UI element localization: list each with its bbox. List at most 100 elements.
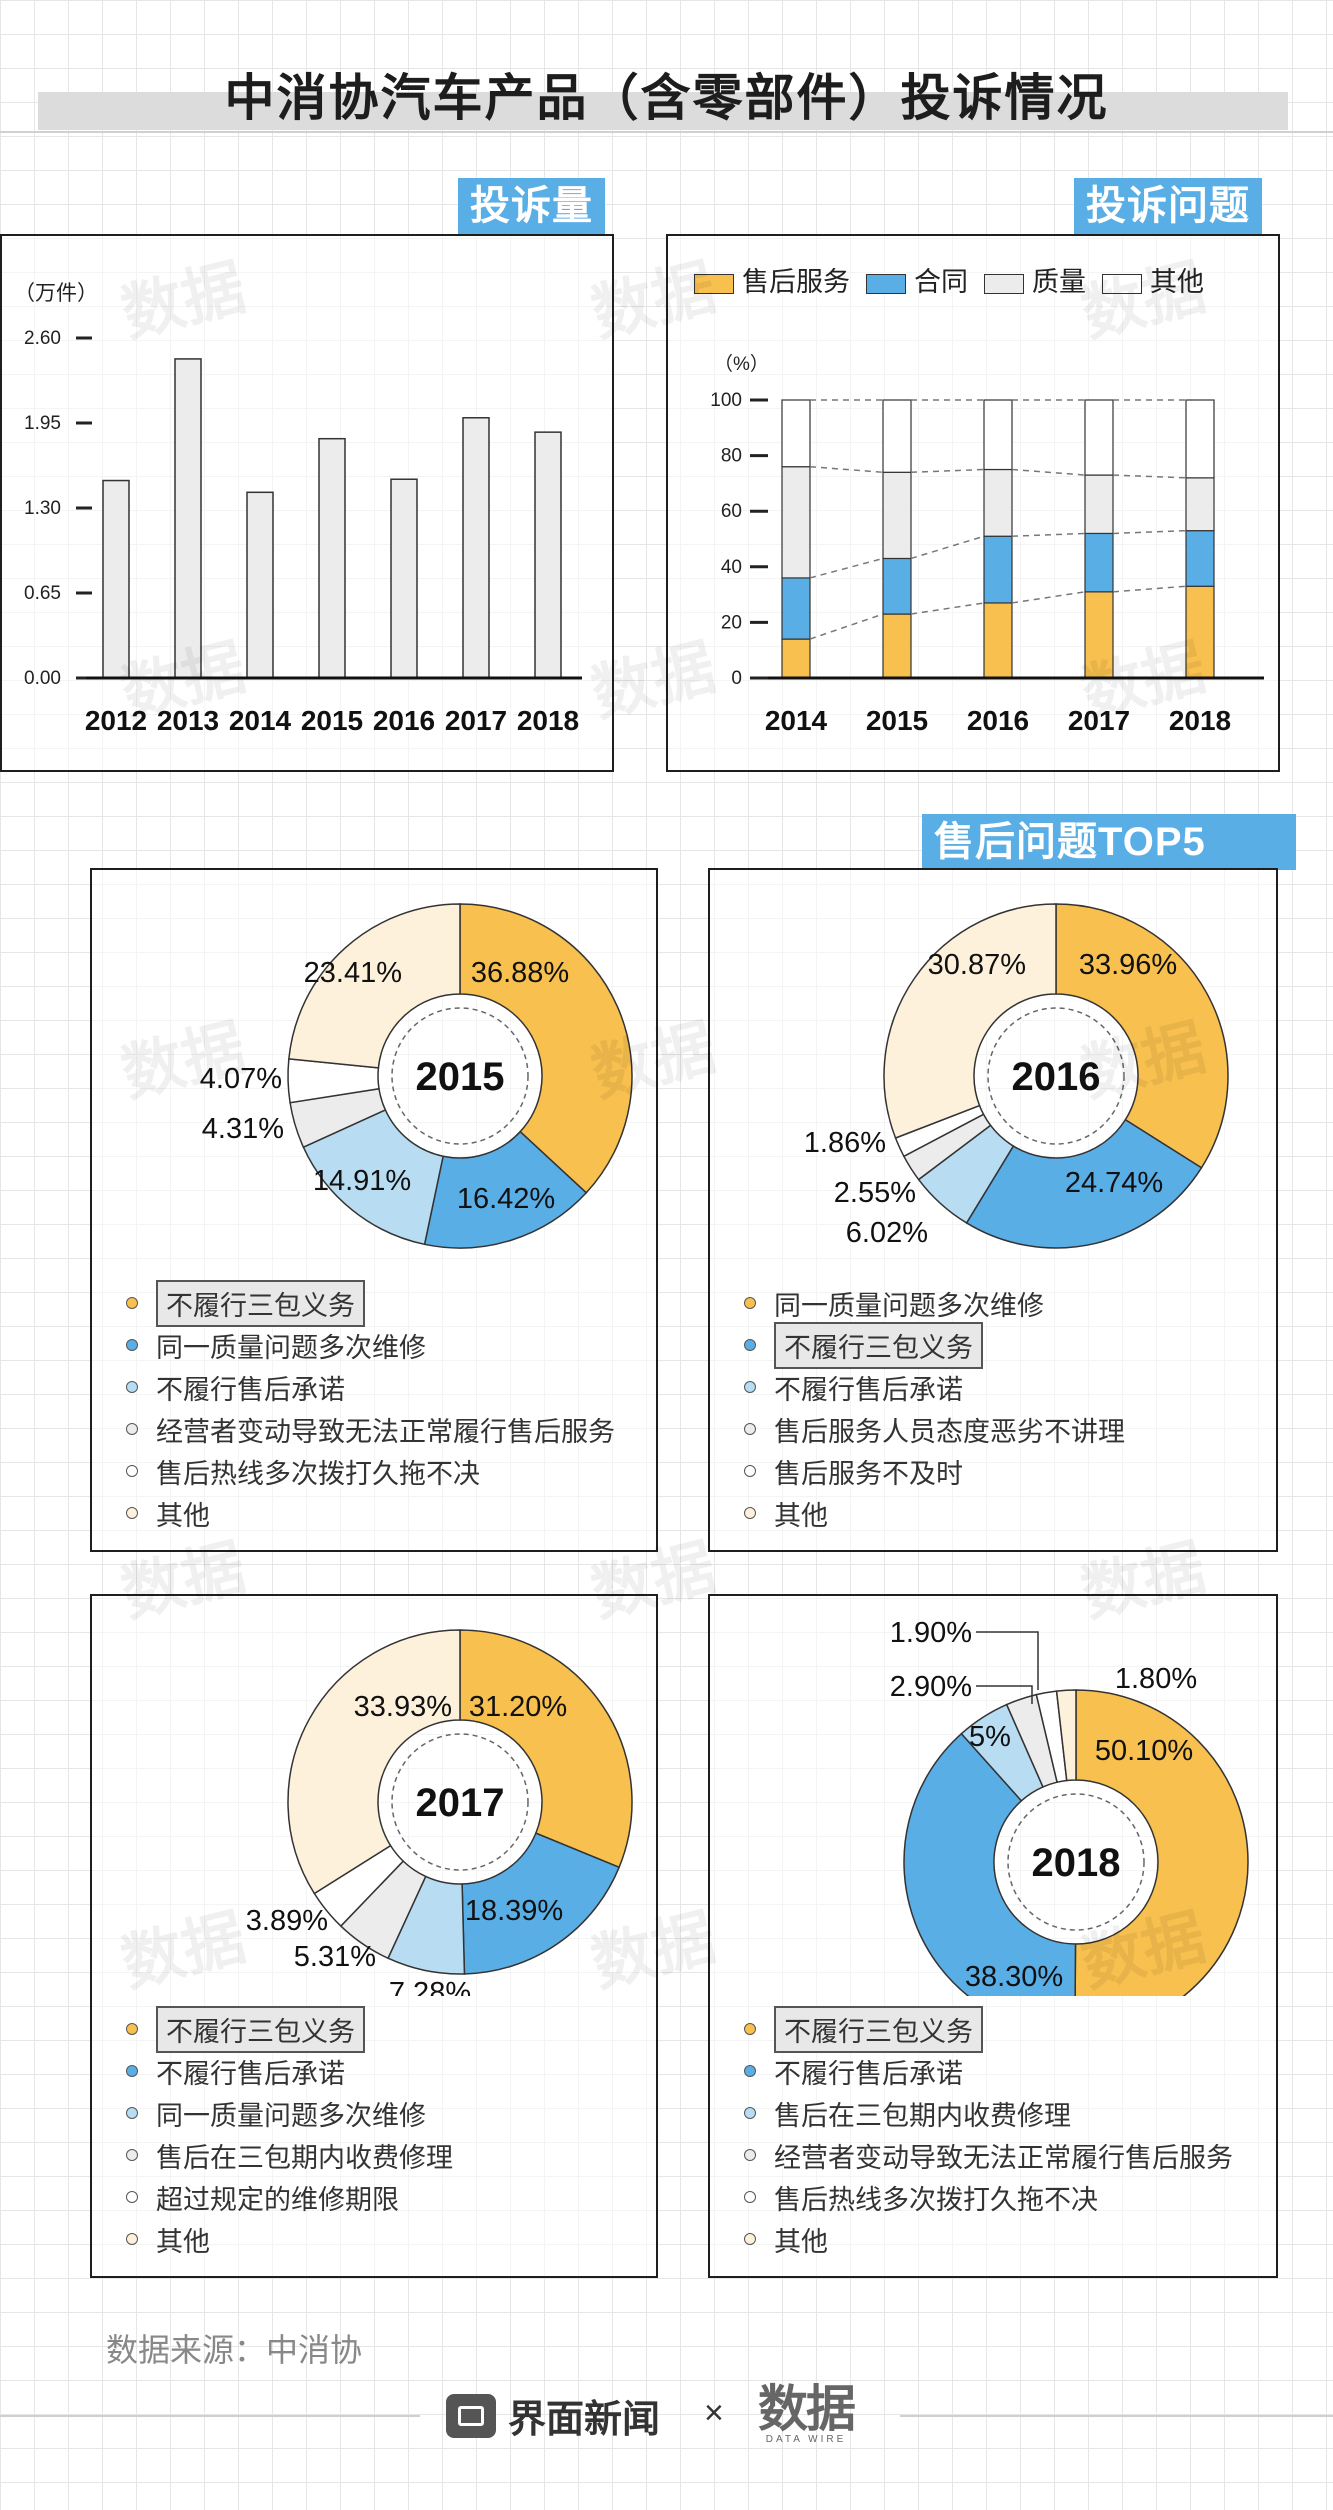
donut-slice-2 xyxy=(903,1732,1077,1996)
legend-dot xyxy=(126,2023,138,2035)
pie-chart-2018: 50.10% 38.30% 5% 2.90% 1.90% 1.80% 2018 xyxy=(890,1617,1249,1996)
issues-legend-item: 合同 xyxy=(866,260,968,299)
donut-slice-2 xyxy=(423,1130,588,1249)
legend-label: 售后热线多次拨打久拖不决 xyxy=(774,2184,1098,2215)
legend-item: 不履行售后承诺 xyxy=(738,2050,1233,2092)
slice-value-label: 6.02% xyxy=(846,1217,928,1249)
y-axis-unit-label: （%） xyxy=(714,353,769,375)
donut-slice-1 xyxy=(459,903,633,1194)
legend-dot xyxy=(126,1423,138,1435)
legend-dot xyxy=(126,1465,138,1477)
volume-bar-2018 xyxy=(534,431,562,679)
slice-value-label: 30.87% xyxy=(928,949,1026,981)
stacked-segment-其他-2018 xyxy=(1185,399,1215,479)
slice-value-label: 7.28% xyxy=(389,1977,471,1996)
x-tick-label: 2017 xyxy=(445,705,507,736)
connector-line xyxy=(910,602,985,615)
slice-value-label: 38.30% xyxy=(965,1961,1063,1993)
connector-line xyxy=(809,613,884,640)
stacked-segment-合同-2017 xyxy=(1084,532,1114,593)
legend-item: 其他 xyxy=(120,1492,615,1534)
tag-complaint-volume: 投诉量 xyxy=(458,178,605,234)
legend-item: 售后在三包期内收费修理 xyxy=(120,2134,453,2176)
legend-dot xyxy=(744,1423,756,1435)
donut-slice-2 xyxy=(965,1118,1203,1249)
legend-dot xyxy=(744,1297,756,1309)
legend-label: 不履行售后承诺 xyxy=(156,1374,345,1405)
legend-label: 不履行售后承诺 xyxy=(774,1374,963,1405)
donut-inner-ring xyxy=(391,1733,529,1871)
slice-value-label: 18.39% xyxy=(465,1895,563,1927)
connector-line xyxy=(910,535,985,560)
y-tick-label: 0 xyxy=(731,668,742,689)
legend-swatch xyxy=(866,273,906,294)
x-tick-label: 2015 xyxy=(866,705,928,736)
pie-chart-2015: 36.88% 16.42% 14.91% 4.31% 4.07% 23.41% 2015 xyxy=(200,903,633,1249)
stacked-segment-其他-2017 xyxy=(1084,399,1114,476)
legend-dot xyxy=(744,2107,756,2119)
legend-dot xyxy=(126,2065,138,2077)
y-tick-label: 80 xyxy=(721,446,742,467)
legend-item: 同一质量问题多次维修 xyxy=(120,2092,453,2134)
partner-logo-text: 数据 xyxy=(758,2381,856,2437)
legend-swatch xyxy=(984,273,1024,294)
donut-center-year: 2016 xyxy=(1012,1055,1101,1099)
legend-item: 不履行售后承诺 xyxy=(120,1366,615,1408)
pie-panel-2015: 36.88% 16.42% 14.91% 4.31% 4.07% 23.41% 2015 不… xyxy=(90,868,658,1552)
pie-panel-2017: 31.20% 18.39% 7.28% 5.31% 3.89% 33.93% 2017 不履… xyxy=(90,1594,658,2278)
legend-label: 超过规定的维修期限 xyxy=(156,2184,399,2215)
x-tick-label: 2016 xyxy=(373,705,435,736)
connector-line xyxy=(1112,529,1187,535)
donut-inner-ring xyxy=(391,1007,529,1145)
stacked-segment-合同-2015 xyxy=(882,557,912,615)
slice-value-label: 14.91% xyxy=(313,1165,411,1197)
legend-dot xyxy=(744,1381,756,1393)
x-tick-label: 2013 xyxy=(157,705,219,736)
volume-bar-2012 xyxy=(102,479,130,679)
connector-line xyxy=(1011,532,1086,537)
x-tick-label: 2012 xyxy=(85,705,147,736)
legend-swatch xyxy=(694,273,734,294)
slice-value-label: 23.41% xyxy=(304,957,402,989)
x-tick-label: 2014 xyxy=(229,705,292,736)
slice-value-label: 31.20% xyxy=(469,1691,567,1723)
legend-swatch xyxy=(1102,273,1142,294)
legend-item: 售后热线多次拨打久拖不决 xyxy=(738,2176,1233,2218)
legend-item: 不履行三包义务 xyxy=(120,1279,615,1327)
stacked-segment-合同-2014 xyxy=(781,577,811,640)
issues-legend-item: 其他 xyxy=(1102,260,1204,299)
y-tick-label: 1.30 xyxy=(24,498,61,519)
legend-item: 经营者变动导致无法正常履行售后服务 xyxy=(738,2134,1233,2176)
y-tick-label: 1.95 xyxy=(24,413,61,434)
stacked-segment-合同-2018 xyxy=(1185,530,1215,587)
connector-line xyxy=(809,465,884,474)
slice-value-label: 2.55% xyxy=(834,1177,916,1209)
legend-dot xyxy=(126,1339,138,1351)
legend-item: 其他 xyxy=(738,2218,1233,2260)
legend-label: 不履行三包义务 xyxy=(774,2005,983,2053)
volume-bar-2015 xyxy=(318,437,346,679)
legend-2016: 同一质量问题多次维修 不履行三包义务 不履行售后承诺 售后服务人员态度恶劣不讲理 售后服… xyxy=(738,1282,1125,1534)
legend-label: 其他 xyxy=(774,2226,828,2257)
legend-item: 不履行售后承诺 xyxy=(120,2050,453,2092)
legend-label: 经营者变动导致无法正常履行售后服务 xyxy=(156,1416,615,1447)
stacked-segment-质量-2014 xyxy=(781,466,811,579)
legend-dot xyxy=(744,1339,756,1351)
donut-slice-6 xyxy=(288,903,461,1069)
issues-panel: 售后服务 合同 质量 其他 （%） 0 20 40 60 80 100 2014 2015 2016 20… xyxy=(666,234,1280,772)
slice-value-label: 4.07% xyxy=(200,1063,282,1095)
stacked-segment-售后服务-2018 xyxy=(1185,585,1215,679)
legend-label: 不履行售后承诺 xyxy=(774,2058,963,2089)
donut-slice-2 xyxy=(461,1832,621,1975)
slice-value-label: 1.80% xyxy=(1115,1663,1197,1695)
times-sign: × xyxy=(704,2394,724,2432)
partner-logo: 数据 DATA WIRE xyxy=(758,2381,856,2445)
brand-jiemian: 界面新闻 xyxy=(446,2388,660,2443)
y-tick-label: 20 xyxy=(721,612,742,633)
title-divider xyxy=(0,131,1333,133)
volume-bar-2014 xyxy=(246,491,274,679)
legend-item: 售后热线多次拨打久拖不决 xyxy=(120,1450,615,1492)
pie-chart-2016: 33.96% 24.74% 6.02% 2.55% 1.86% 30.87% 2016 xyxy=(804,903,1229,1249)
legend-label: 售后在三包期内收费修理 xyxy=(156,2142,453,2173)
stacked-segment-其他-2016 xyxy=(983,399,1013,471)
